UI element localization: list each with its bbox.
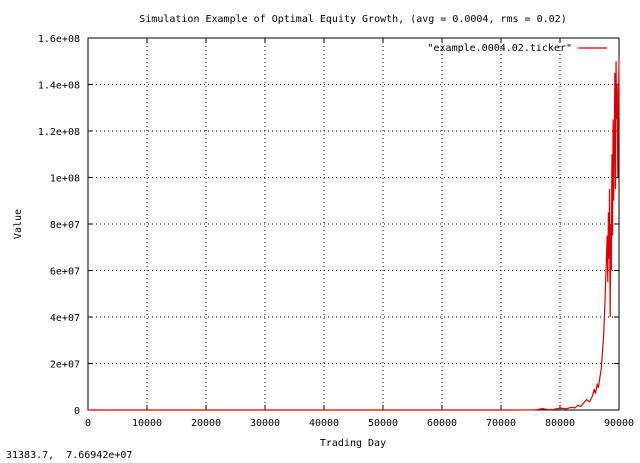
x-tick-labels: 0 10000 20000 30000 40000 50000 60000 70000 8000… bbox=[85, 418, 634, 429]
x-tick-label: 40000 bbox=[309, 418, 339, 429]
x-tick-label: 90000 bbox=[604, 418, 634, 429]
y-tick-label: 1e+08 bbox=[50, 174, 80, 185]
y-tick-label: 1.2e+08 bbox=[38, 127, 80, 138]
y-tick-label: 8e+07 bbox=[50, 220, 80, 231]
y-tick-label: 6e+07 bbox=[50, 267, 80, 278]
x-tick-label: 50000 bbox=[368, 418, 398, 429]
plot-frame bbox=[87, 37, 620, 411]
tick-marks bbox=[87, 37, 620, 411]
x-tick-label: 60000 bbox=[427, 418, 457, 429]
y-axis-label: Value bbox=[13, 209, 24, 239]
series-layer bbox=[88, 58, 620, 411]
y-tick-labels: 0 2e+07 4e+07 6e+07 8e+07 1e+08 1.2e+08 1.4e+08… bbox=[38, 34, 80, 417]
x-tick-label: 0 bbox=[85, 418, 91, 429]
y-tick-label: 0 bbox=[74, 406, 80, 417]
x-tick-label: 10000 bbox=[132, 418, 162, 429]
chart-title: Simulation Example of Optimal Equity Gro… bbox=[139, 14, 566, 25]
grid-lines bbox=[88, 38, 619, 410]
y-tick-label: 2e+07 bbox=[50, 360, 80, 371]
x-tick-label: 30000 bbox=[250, 418, 280, 429]
x-tick-label: 20000 bbox=[191, 418, 221, 429]
legend: "example.0004.02.ticker" bbox=[428, 43, 607, 54]
x-tick-label: 70000 bbox=[486, 418, 516, 429]
y-tick-label: 1.6e+08 bbox=[38, 34, 80, 45]
x-axis-label: Trading Day bbox=[320, 438, 386, 449]
legend-label: "example.0004.02.ticker" bbox=[428, 43, 573, 54]
x-tick-label: 80000 bbox=[545, 418, 575, 429]
series-line bbox=[88, 58, 620, 411]
y-tick-label: 4e+07 bbox=[50, 313, 80, 324]
status-readout: 31383.7, 7.66942e+07 bbox=[6, 450, 133, 461]
y-tick-label: 1.4e+08 bbox=[38, 81, 80, 92]
